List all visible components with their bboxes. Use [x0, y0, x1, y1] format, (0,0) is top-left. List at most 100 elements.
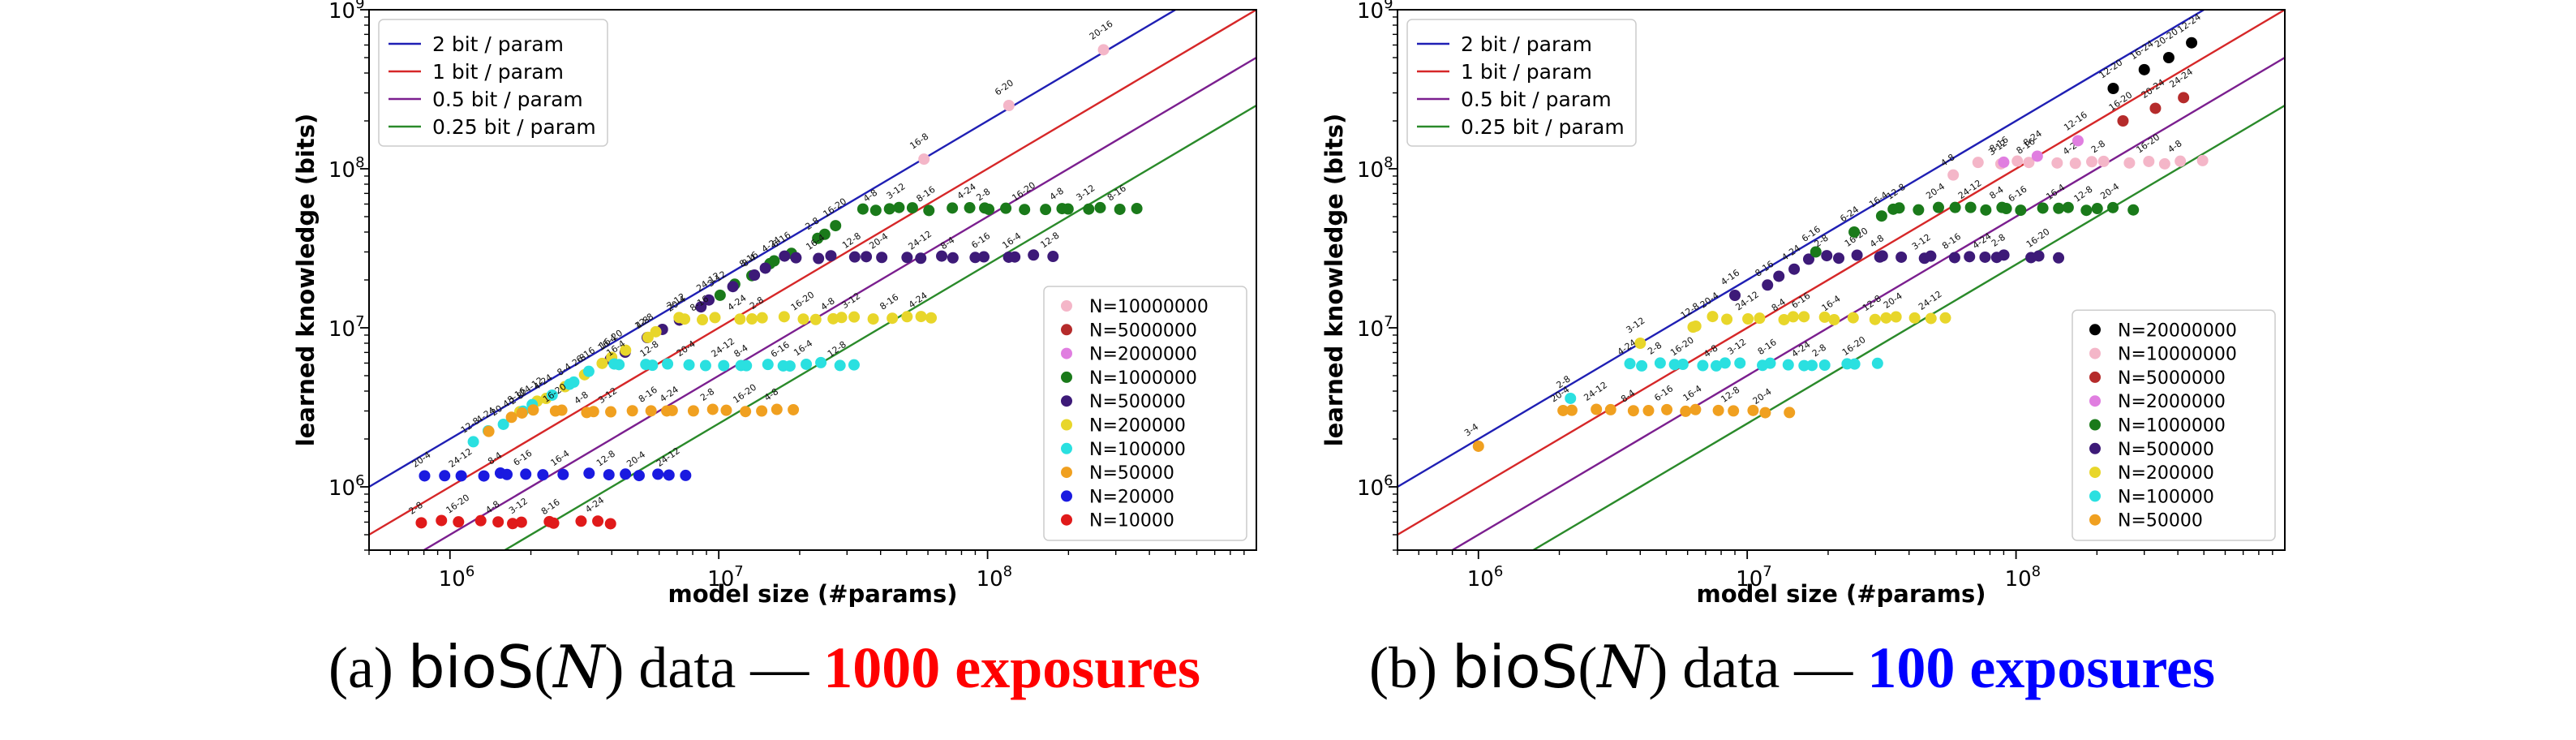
x-tick-label-1: 107	[1736, 563, 1772, 592]
caption-a-prefix: (a)	[328, 635, 393, 700]
data-point	[915, 311, 927, 323]
legend-point-swatch	[1061, 490, 1072, 502]
data-point	[1624, 358, 1636, 370]
data-point	[633, 470, 645, 482]
data-point	[557, 468, 569, 480]
data-point	[596, 357, 608, 369]
legend-point-label-5: N=200000	[1089, 416, 1186, 437]
data-point	[1948, 252, 1960, 264]
data-point	[1009, 251, 1021, 263]
lines-legend: 2 bit / param 1 bit / param 0.5 bit / para…	[378, 19, 608, 147]
data-point	[662, 358, 674, 370]
data-point	[1798, 311, 1810, 323]
data-point	[2127, 204, 2140, 216]
data-point	[527, 404, 539, 416]
point-label: 8-16	[539, 497, 562, 517]
data-point	[515, 516, 527, 528]
legend-point-swatch	[2089, 467, 2101, 479]
data-point	[947, 252, 959, 264]
point-label: 16-20	[789, 290, 817, 313]
data-point	[1964, 251, 1976, 263]
data-point	[720, 404, 732, 416]
data-point	[906, 202, 918, 214]
reference-line-2	[1450, 56, 2285, 550]
point-label: 3-4	[1462, 421, 1480, 438]
data-point	[1880, 312, 1892, 324]
data-point	[1851, 249, 1863, 261]
data-point	[1627, 405, 1639, 417]
point-label: 8-16	[1940, 231, 1963, 252]
data-point	[2031, 150, 2043, 162]
series-8: 20-4 24-12 8-4 6-16 16-4 12-8 20-4	[1548, 380, 1796, 419]
data-point	[2178, 92, 2190, 104]
data-point	[727, 281, 739, 293]
point-label: 6-16	[771, 230, 793, 250]
data-point	[983, 204, 995, 216]
data-point	[1689, 403, 1702, 415]
data-point	[1565, 404, 1578, 416]
data-point	[483, 425, 495, 437]
point-label: 6-16	[1652, 383, 1675, 403]
data-point	[2175, 155, 2187, 167]
data-point	[1980, 204, 1992, 216]
caption-a-mid: data —	[638, 635, 809, 700]
data-point	[492, 516, 504, 528]
data-point	[887, 312, 899, 325]
data-point	[1565, 392, 1577, 404]
x-tick-label-0: 106	[439, 563, 475, 592]
data-point	[467, 436, 479, 448]
data-point	[825, 250, 837, 262]
data-point	[683, 359, 695, 371]
point-label: 2-8	[1555, 373, 1573, 390]
data-point	[436, 514, 448, 527]
data-point	[620, 468, 632, 480]
data-point	[1604, 403, 1616, 415]
data-point	[679, 313, 691, 325]
data-point	[1591, 403, 1603, 415]
point-label: 4-24	[583, 495, 606, 515]
data-point	[439, 470, 451, 482]
point-label: 6-16	[1789, 290, 1812, 311]
data-point	[1636, 359, 1648, 372]
legend-point-label-7: N=50000	[1089, 463, 1174, 484]
point-label: 6-16	[511, 448, 534, 468]
point-label: 8-16	[1106, 183, 1128, 203]
data-point	[756, 405, 768, 417]
caption-b-highlight: 100 exposures	[1867, 635, 2216, 700]
data-point	[861, 251, 873, 263]
data-point	[740, 406, 752, 418]
data-point	[2053, 252, 2065, 264]
data-point	[1557, 404, 1569, 416]
data-point	[1848, 358, 1861, 370]
data-point	[925, 312, 938, 324]
data-point	[1818, 311, 1831, 323]
point-label: 16-4	[1820, 294, 1843, 314]
point-label: 2-8	[803, 215, 821, 232]
data-point	[2037, 202, 2049, 214]
point-label: 12-8	[1719, 385, 1741, 405]
caption-b-dataset: bioS	[1451, 633, 1578, 701]
lines-legend-box	[1406, 19, 1637, 147]
point-label: 16-20	[444, 493, 472, 516]
data-point	[771, 403, 783, 415]
legend-point-label-2: N=2000000	[1089, 345, 1197, 365]
reference-line-0	[1397, 10, 2206, 488]
point-label: 20-20	[2153, 26, 2180, 49]
data-point	[1773, 270, 1785, 282]
y-tick-label-1: 107	[328, 313, 365, 342]
data-point	[809, 313, 822, 325]
legend-point-label-4: N=500000	[1089, 392, 1186, 412]
data-point	[790, 252, 802, 264]
data-point	[1697, 359, 1709, 372]
point-label: 6-16	[969, 230, 992, 251]
data-point	[478, 470, 490, 482]
legend-point-label-1: N=5000000	[1089, 321, 1197, 341]
data-point	[857, 203, 869, 215]
point-label: 2-8	[698, 386, 716, 403]
data-point	[613, 359, 625, 371]
x-axis-label: model size (#params)	[1697, 580, 1986, 608]
data-point	[2107, 82, 2119, 94]
legend-line-label-3: 0.25 bit / param	[1461, 115, 1625, 139]
data-point	[2069, 157, 2081, 170]
legend-point-swatch	[2089, 442, 2101, 454]
